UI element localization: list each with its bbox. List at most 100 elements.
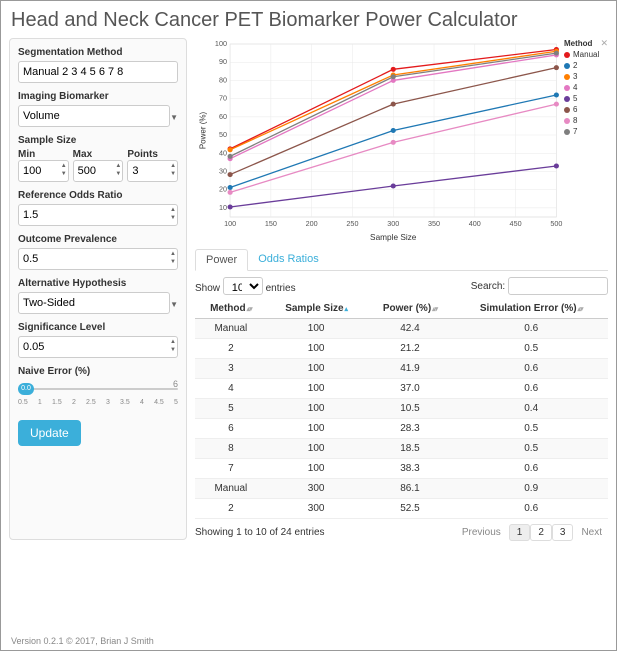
table-cell: 100 (267, 419, 366, 439)
stepper-arrows-icon[interactable]: ▲▼ (170, 162, 176, 178)
table-cell: 38.3 (366, 459, 455, 479)
legend-dot-icon (564, 52, 570, 58)
slider-tick: 5 (174, 399, 178, 406)
pager-page[interactable]: 2 (530, 524, 552, 541)
sample-max-stepper[interactable]: ▲▼ (73, 160, 124, 182)
slider-track (18, 388, 178, 390)
table-cell: 28.3 (366, 419, 455, 439)
table-cell: 100 (267, 399, 366, 419)
stepper-arrows-icon[interactable]: ▲▼ (115, 162, 121, 178)
slider-tick: 3 (106, 399, 110, 406)
biomarker-label: Imaging Biomarker (18, 91, 178, 102)
search-input[interactable] (508, 277, 608, 295)
prevalence-input[interactable] (18, 248, 178, 270)
svg-text:100: 100 (224, 220, 236, 228)
legend-close-icon[interactable]: ✕ (600, 38, 608, 49)
table-row: Manual10042.40.6 (195, 319, 608, 339)
svg-text:30: 30 (219, 168, 227, 176)
legend-dot-icon (564, 107, 570, 113)
table-cell: 0.6 (454, 359, 608, 379)
pager-page[interactable]: 3 (552, 524, 574, 541)
sample-points-stepper[interactable]: ▲▼ (127, 160, 178, 182)
naive-error-field: Naive Error (%) 0.0 6 0.511.522.533.544.… (18, 366, 178, 406)
sample-points-label: Points (127, 149, 178, 160)
sample-size-field: Sample Size Min Max Points ▲▼ ▲▼ ▲▼ (18, 135, 178, 182)
table-row: 310041.90.6 (195, 359, 608, 379)
legend-label: 7 (573, 126, 577, 137)
table-cell: 100 (267, 359, 366, 379)
legend-item: 3 (564, 71, 608, 82)
page-title: Head and Neck Cancer PET Biomarker Power… (1, 1, 616, 38)
pager-page[interactable]: 1 (509, 524, 531, 541)
chart-legend: ✕ Method Manual2345687 (564, 38, 608, 137)
sig-level-input[interactable] (18, 336, 178, 358)
legend-item: 8 (564, 115, 608, 126)
column-header[interactable]: Simulation Error (%) (454, 299, 608, 319)
svg-text:70: 70 (219, 95, 227, 103)
svg-text:200: 200 (306, 220, 318, 228)
table-cell: 7 (195, 459, 267, 479)
column-header[interactable]: Sample Size (267, 299, 366, 319)
hypothesis-select[interactable] (18, 292, 178, 314)
slider-handle[interactable]: 0.0 (18, 383, 34, 395)
table-cell: 100 (267, 439, 366, 459)
search-label: Search: (471, 281, 505, 292)
tab-odds-ratios[interactable]: Odds Ratios (248, 249, 329, 270)
svg-text:400: 400 (469, 220, 481, 228)
legend-item: 7 (564, 126, 608, 137)
table-cell: Manual (195, 479, 267, 499)
column-header[interactable]: Method (195, 299, 267, 319)
table-cell: 21.2 (366, 339, 455, 359)
biomarker-select[interactable] (18, 105, 178, 127)
update-button[interactable]: Update (18, 420, 81, 446)
svg-text:40: 40 (219, 149, 227, 157)
svg-text:350: 350 (428, 220, 440, 228)
biomarker-value[interactable] (18, 105, 170, 127)
table-cell: 4 (195, 379, 267, 399)
table-cell: 100 (267, 459, 366, 479)
tab-power[interactable]: Power (195, 249, 248, 271)
segmentation-input[interactable] (18, 61, 178, 83)
svg-text:500: 500 (550, 220, 562, 228)
table-row: 230052.50.6 (195, 499, 608, 519)
table-cell: 0.4 (454, 399, 608, 419)
svg-text:100: 100 (215, 40, 227, 48)
column-header[interactable]: Power (%) (366, 299, 455, 319)
slider-ticks: 0.511.522.533.544.55 (18, 399, 178, 406)
table-cell: Manual (195, 319, 267, 339)
sample-min-stepper[interactable]: ▲▼ (18, 160, 69, 182)
show-suffix: entries (266, 283, 296, 294)
slider-tick: 2.5 (86, 399, 96, 406)
naive-error-label: Naive Error (%) (18, 366, 178, 377)
odds-ratio-field: Reference Odds Ratio ▲▼ (18, 190, 178, 226)
table-footer: Showing 1 to 10 of 24 entries Previous 1… (195, 525, 608, 540)
hypothesis-value[interactable] (18, 292, 170, 314)
svg-text:90: 90 (219, 58, 227, 66)
naive-error-slider[interactable]: 0.0 6 (18, 381, 178, 397)
table-controls: Show 10 entries Search: (195, 277, 608, 295)
table-cell: 100 (267, 339, 366, 359)
sample-size-label: Sample Size (18, 135, 178, 146)
stepper-arrows-icon[interactable]: ▲▼ (170, 206, 176, 222)
table-cell: 0.5 (454, 419, 608, 439)
pager-prev[interactable]: Previous (456, 525, 507, 540)
page-length-select[interactable]: 10 (223, 277, 263, 295)
pager-next[interactable]: Next (575, 525, 608, 540)
slider-tick: 1.5 (52, 399, 62, 406)
power-chart: 1020304050607080901001001502002503003504… (195, 38, 608, 243)
legend-label: 6 (573, 104, 577, 115)
odds-ratio-input[interactable] (18, 204, 178, 226)
legend-label: 3 (573, 71, 577, 82)
result-tabs: Power Odds Ratios (195, 249, 608, 271)
version-label: Version 0.2.1 © 2017, Brian J Smith (11, 636, 154, 646)
prevalence-field: Outcome Prevalence ▲▼ (18, 234, 178, 270)
segmentation-field: Segmentation Method (18, 47, 178, 83)
stepper-arrows-icon[interactable]: ▲▼ (170, 250, 176, 266)
stepper-arrows-icon[interactable]: ▲▼ (170, 338, 176, 354)
table-cell: 2 (195, 499, 267, 519)
stepper-arrows-icon[interactable]: ▲▼ (61, 162, 67, 178)
legend-dot-icon (564, 96, 570, 102)
table-cell: 3 (195, 359, 267, 379)
slider-tick: 3.5 (120, 399, 130, 406)
table-cell: 100 (267, 379, 366, 399)
